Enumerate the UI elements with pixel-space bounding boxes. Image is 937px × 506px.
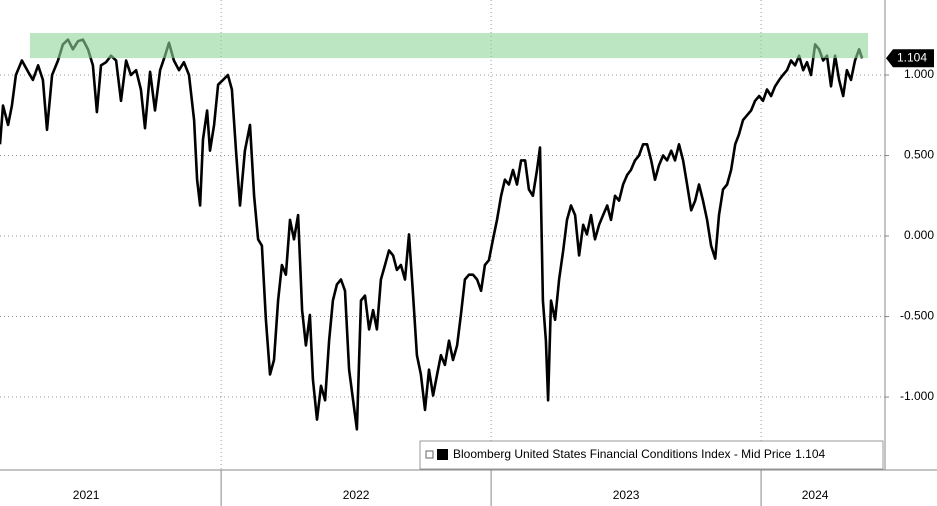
legend-swatch [437,449,448,460]
legend-text: Bloomberg United States Financial Condit… [453,447,826,461]
y-tick-label: -0.500 [900,309,934,323]
legend-box [419,440,884,470]
y-tick-label: -1.000 [900,389,934,403]
last-value-flag [886,49,934,68]
x-tick-label: 2021 [73,488,100,502]
x-tick-label: 2024 [802,488,829,502]
x-tick-label: 2022 [343,488,370,502]
legend-series-name: Bloomberg United States Financial Condit… [453,447,791,461]
last-value-label: 1.104 [897,50,927,64]
legend-toggle [425,450,434,459]
y-tick-label: 0.500 [904,148,934,162]
highlight-band [29,33,868,59]
y-tick-label: 0.000 [904,228,934,242]
legend-last-value: 1.104 [795,447,825,461]
x-tick-label: 2023 [613,488,640,502]
legend: Bloomberg United States Financial Condit… [419,440,884,470]
y-tick-label: 1.000 [904,67,934,81]
